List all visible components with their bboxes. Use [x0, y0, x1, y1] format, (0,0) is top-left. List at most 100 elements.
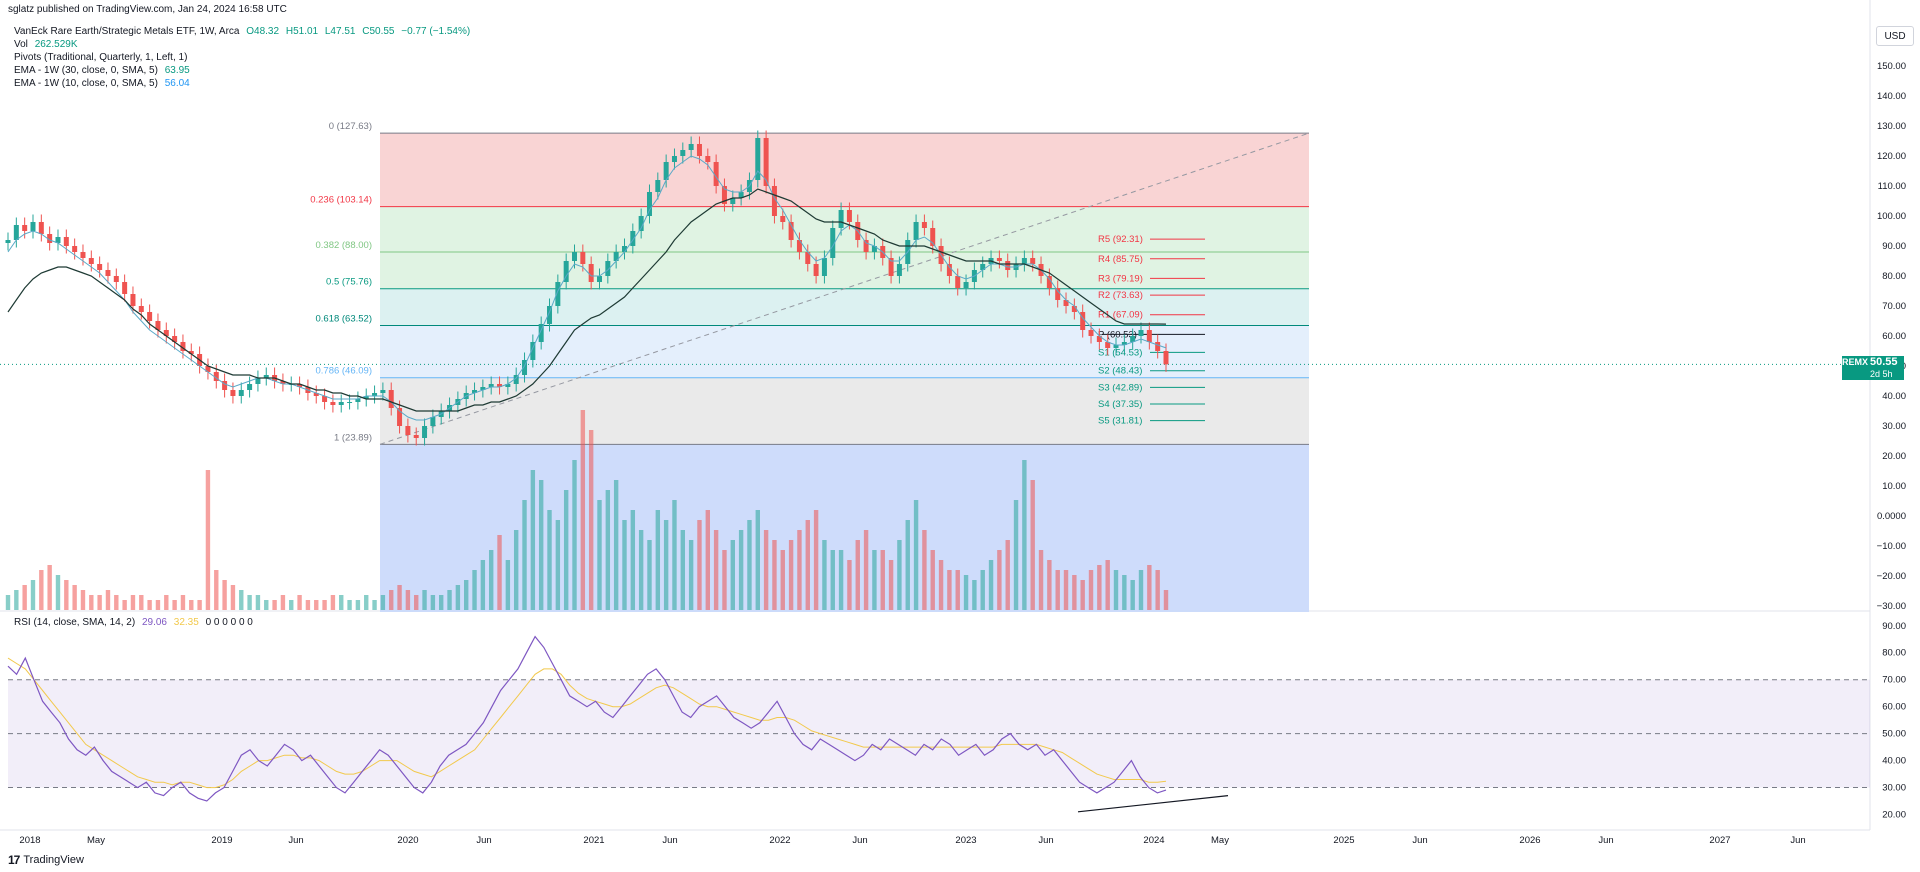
price-axis-tick: 90.00: [1882, 241, 1906, 252]
volume-bar: [588, 430, 594, 610]
volume-bar: [905, 520, 910, 610]
pivot-label: P (60.53): [1098, 329, 1137, 340]
price-candle: [22, 225, 28, 231]
price-candle: [122, 282, 128, 294]
volume-bar: [955, 570, 960, 610]
volume-bar: [622, 520, 627, 610]
price-candle: [205, 366, 211, 372]
currency-button[interactable]: USD: [1876, 26, 1914, 46]
ema30-legend[interactable]: EMA - 1W (30, close, 0, SMA, 5) 63.95: [14, 65, 190, 77]
price-candle: [1046, 276, 1052, 288]
pivot-label: R3 (79.19): [1098, 273, 1143, 284]
volume-bar: [638, 530, 644, 610]
rsi-axis-tick: 60.00: [1882, 702, 1906, 713]
price-candle: [372, 393, 378, 396]
price-candle: [863, 240, 869, 252]
volume-bar: [838, 550, 844, 610]
price-candle: [180, 342, 186, 351]
price-candle: [163, 330, 169, 336]
time-axis-label: 2021: [583, 835, 604, 846]
price-candle: [680, 150, 686, 156]
price-candle: [1163, 351, 1169, 365]
fib-level-label: 1 (23.89): [334, 432, 372, 443]
time-axis-label: Jun: [1038, 835, 1053, 846]
price-candle: [147, 312, 153, 321]
volume-bar: [680, 530, 686, 610]
price-candle: [297, 384, 303, 387]
price-candle: [5, 240, 11, 243]
price-candle: [821, 258, 827, 276]
price-axis-tick: 20.00: [1882, 451, 1906, 462]
time-axis-label: Jun: [476, 835, 491, 846]
volume-bar: [1130, 580, 1135, 610]
volume-bar: [1113, 570, 1119, 610]
volume-bar: [422, 590, 427, 610]
price-candle: [796, 240, 802, 252]
volume-bar: [613, 480, 619, 610]
volume-bar: [630, 510, 636, 610]
volume-bar: [1005, 540, 1010, 610]
volume-bar: [255, 595, 261, 610]
rsi-legend[interactable]: RSI (14, close, SMA, 14, 2) 29.06 32.35 …: [14, 617, 253, 629]
time-axis-label: Jun: [1598, 835, 1613, 846]
rsi-line: [7, 635, 1167, 802]
ema10-value: 56.04: [164, 78, 190, 89]
time-axis-label: 2027: [1709, 835, 1730, 846]
volume-bar: [380, 595, 386, 610]
volume-bar: [722, 550, 727, 610]
pivot-label: S3 (42.89): [1098, 382, 1142, 393]
volume-bar: [863, 530, 869, 610]
price-candle: [330, 402, 336, 405]
volume-label: Vol: [14, 39, 28, 50]
price-candle: [996, 258, 1002, 261]
price-candle: [230, 390, 236, 396]
volume-bar: [847, 560, 852, 610]
price-candle: [1105, 342, 1111, 348]
price-candle: [1146, 330, 1152, 342]
ohlc-low: L47.51: [324, 26, 356, 37]
rsi-ma-value: 32.35: [173, 617, 199, 628]
volume-bar: [1022, 460, 1027, 610]
volume-bar: [988, 560, 994, 610]
volume-bar: [1038, 550, 1044, 610]
volume-bar: [1163, 590, 1169, 610]
rsi-ma-line: [7, 657, 1167, 789]
volume-bar: [505, 560, 511, 610]
ema30-line: [7, 188, 1167, 412]
price-candle: [980, 264, 986, 270]
pivots-legend[interactable]: Pivots (Traditional, Quarterly, 1, Left,…: [14, 52, 187, 64]
footer-brand[interactable]: 17 TradingView: [8, 853, 84, 867]
price-candle: [613, 252, 619, 261]
price-candle: [255, 378, 261, 384]
volume-bar: [97, 595, 102, 610]
volume-bar: [788, 540, 794, 610]
volume-bar: [189, 600, 194, 610]
rsi-value: 29.06: [141, 617, 167, 628]
symbol-legend[interactable]: VanEck Rare Earth/Strategic Metals ETF, …: [14, 26, 470, 38]
volume-bar: [414, 595, 419, 610]
fib-zone: [380, 325, 1309, 378]
price-candle: [355, 399, 361, 402]
fib-zone: [380, 377, 1309, 445]
price-candle: [646, 192, 652, 216]
volume-bar: [305, 600, 311, 610]
volume-bar: [555, 520, 561, 610]
rsi-axis-tick: 70.00: [1882, 675, 1906, 686]
price-candle: [30, 222, 36, 231]
ema30-value: 63.95: [164, 65, 190, 76]
volume-legend[interactable]: Vol 262.529K: [14, 39, 78, 51]
price-candle: [530, 342, 536, 360]
volume-bar: [122, 600, 127, 610]
price-candle: [313, 393, 319, 396]
volume-bar: [222, 580, 227, 610]
price-candle: [605, 261, 611, 276]
volume-bar: [1055, 570, 1060, 610]
volume-bar: [239, 590, 244, 610]
price-candle: [1063, 300, 1069, 306]
price-candle: [380, 390, 386, 393]
volume-bar: [972, 580, 977, 610]
volume-bar: [405, 590, 411, 610]
ema10-legend[interactable]: EMA - 1W (10, close, 0, SMA, 5) 56.04: [14, 78, 190, 90]
fib-zone: [380, 133, 1309, 207]
